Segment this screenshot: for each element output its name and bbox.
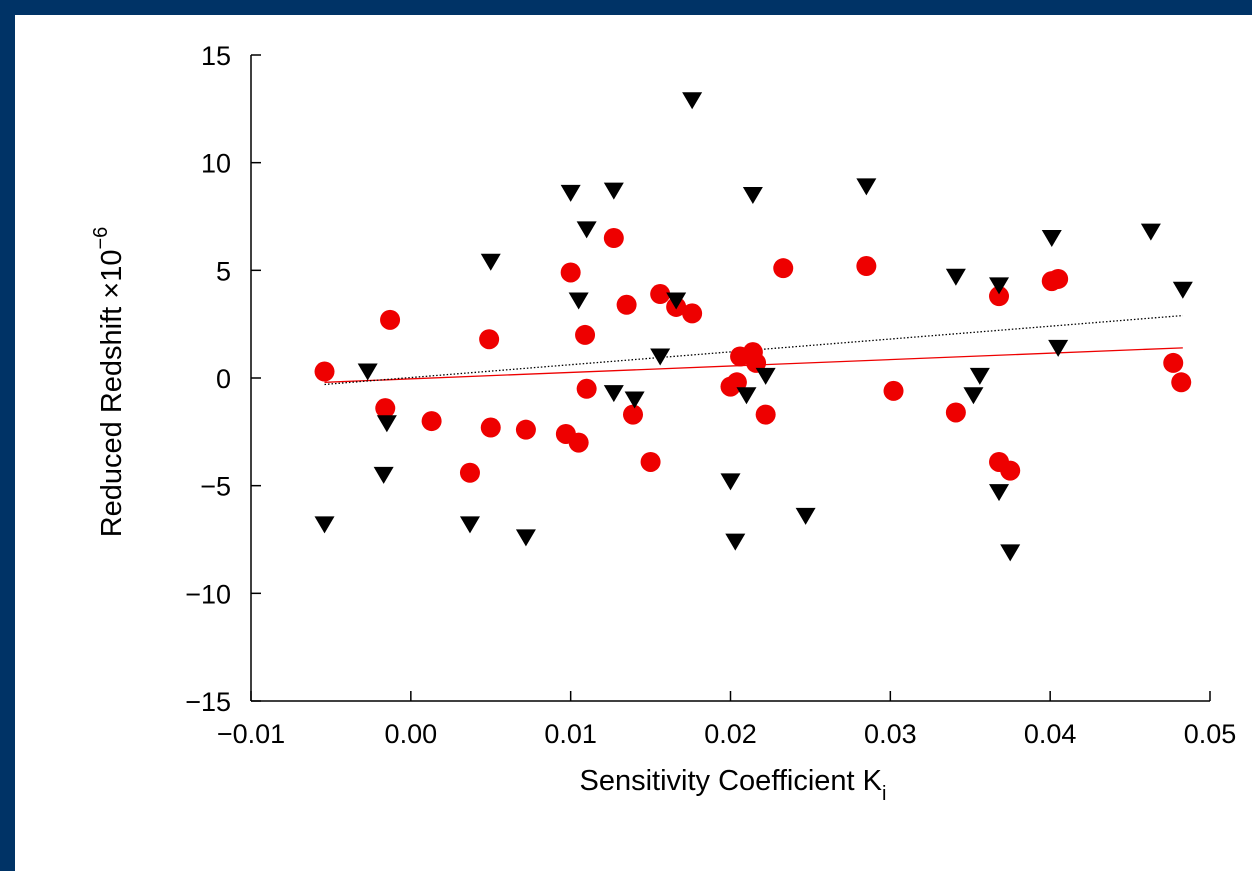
red-circle-point [773, 258, 794, 279]
black-triangle-point [1172, 281, 1193, 299]
black-triangle-point [666, 292, 687, 310]
black-triangle-point [1041, 230, 1062, 248]
black-triangle-point [969, 367, 990, 385]
red-circle-point [375, 398, 396, 419]
red-circle-point [856, 256, 877, 277]
y-tick-label: −10 [185, 579, 231, 609]
x-tick-label: 0.02 [704, 719, 757, 749]
black-triangle-point [376, 415, 397, 433]
y-tick-label: 0 [216, 364, 231, 394]
red-circle-point [576, 378, 597, 399]
red-circle-point [623, 404, 644, 425]
black-triangle-point [682, 92, 703, 110]
black-triangle-point [945, 268, 966, 286]
x-axis-title: Sensitivity Coefficient Ki [580, 765, 887, 805]
red-circle-point [682, 303, 703, 324]
black-triangle-point [989, 484, 1010, 502]
red-circle-point [515, 419, 536, 440]
black-triangle-point [736, 387, 757, 405]
black-triangle-point [603, 182, 624, 200]
x-axis-ticks: −0.01 0.00 0.01 0.02 0.03 0.04 0.05 [217, 691, 1236, 749]
red-circle-point [380, 309, 401, 330]
red-circle-point [421, 411, 442, 432]
red-circle-point [459, 462, 480, 483]
red-circle-point [603, 228, 624, 249]
black-triangle-point [480, 253, 501, 271]
x-tick-label: −0.01 [217, 719, 285, 749]
black-triangle-point [560, 184, 581, 202]
red-circle-point [1163, 352, 1184, 373]
y-tick-label: 15 [201, 41, 231, 71]
y-tick-label: 5 [216, 256, 231, 286]
x-tick-label: 0.03 [864, 719, 917, 749]
x-tick-label: 0.01 [544, 719, 597, 749]
red-circle-point [1048, 268, 1069, 289]
y-axis-title-superscript: −6 [90, 227, 112, 250]
red-circle-point [640, 451, 661, 472]
y-tick-label: −5 [200, 472, 231, 502]
red-circle-point [1171, 372, 1192, 393]
y-tick-label: 10 [201, 149, 231, 179]
black-triangle-point [624, 391, 645, 409]
x-axis-title-subscript: i [882, 783, 886, 805]
black-triangle-point [515, 529, 536, 547]
black-triangle-point [576, 221, 597, 239]
red-circle-point [560, 262, 581, 283]
y-tick-label: −15 [185, 687, 231, 717]
black-triangle-point [357, 363, 378, 381]
black-triangle-point [795, 507, 816, 525]
black-triangle-point [603, 385, 624, 403]
red-circle-point [1000, 460, 1021, 481]
black-triangle-point [1000, 544, 1021, 562]
black-triangle-point [856, 178, 877, 196]
red-circle-point [479, 329, 500, 350]
red-circle-point [314, 361, 335, 382]
black-triangle-point [720, 473, 741, 491]
x-tick-label: 0.05 [1184, 719, 1237, 749]
black-triangle-point [742, 186, 763, 204]
scatter-chart: −0.01 0.00 0.01 0.02 0.03 0.04 0.05 −15 −10 −5 0 5… [15, 15, 1252, 871]
plot-background [15, 15, 1252, 871]
red-circle-point [575, 324, 596, 345]
black-triangle-point [650, 348, 671, 366]
red-circle-point [480, 417, 501, 438]
red-circle-point [616, 294, 637, 315]
red-circle-point [989, 286, 1010, 307]
x-tick-label: 0.00 [385, 719, 438, 749]
red-circle-point [755, 404, 776, 425]
black-triangle-point [314, 516, 335, 534]
red-circle-point [883, 380, 904, 401]
x-tick-label: 0.04 [1024, 719, 1077, 749]
red-circle-point [945, 402, 966, 423]
black-triangle-point [568, 292, 589, 310]
black-triangle-point [989, 277, 1010, 295]
black-triangle-point [755, 367, 776, 385]
black-triangle-point [1048, 339, 1069, 357]
black-triangle-point [459, 516, 480, 534]
red-circle-point [568, 432, 589, 453]
black-triangle-point [1140, 223, 1161, 241]
data-markers [314, 92, 1193, 562]
black-triangle-point [373, 466, 394, 484]
y-axis-ticks: −15 −10 −5 0 5 10 15 [185, 41, 261, 717]
red-circle-point [650, 284, 671, 305]
black-triangle-point [725, 533, 746, 551]
black-triangle-point [963, 387, 984, 405]
y-axis-title: Reduced Redshift ×10−6 [90, 227, 128, 538]
